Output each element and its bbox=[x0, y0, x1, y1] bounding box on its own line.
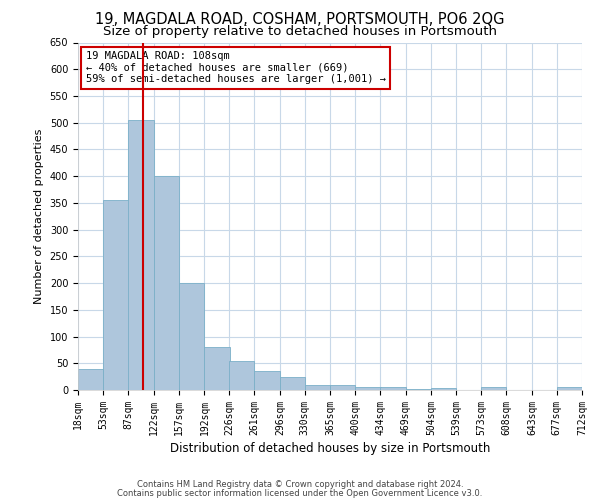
Bar bbox=[103, 200, 129, 390]
Text: Contains HM Land Registry data © Crown copyright and database right 2024.: Contains HM Land Registry data © Crown c… bbox=[137, 480, 463, 489]
Bar bbox=[154, 176, 179, 390]
Text: Size of property relative to detached houses in Portsmouth: Size of property relative to detached ho… bbox=[103, 25, 497, 38]
Text: 19, MAGDALA ROAD, COSHAM, PORTSMOUTH, PO6 2QG: 19, MAGDALA ROAD, COSHAM, PORTSMOUTH, PO… bbox=[95, 12, 505, 28]
X-axis label: Distribution of detached houses by size in Portsmouth: Distribution of detached houses by size … bbox=[170, 442, 490, 455]
Bar bbox=[380, 388, 406, 390]
Bar bbox=[128, 120, 154, 390]
Bar bbox=[78, 368, 103, 390]
Bar bbox=[305, 384, 330, 390]
Bar bbox=[481, 388, 506, 390]
Bar bbox=[254, 372, 280, 390]
Bar bbox=[229, 360, 254, 390]
Text: 19 MAGDALA ROAD: 108sqm
← 40% of detached houses are smaller (669)
59% of semi-d: 19 MAGDALA ROAD: 108sqm ← 40% of detache… bbox=[86, 51, 386, 84]
Bar bbox=[179, 283, 205, 390]
Text: Contains public sector information licensed under the Open Government Licence v3: Contains public sector information licen… bbox=[118, 488, 482, 498]
Bar bbox=[431, 388, 457, 390]
Bar bbox=[280, 376, 305, 390]
Bar bbox=[557, 388, 582, 390]
Bar bbox=[406, 389, 431, 390]
Bar bbox=[355, 388, 381, 390]
Y-axis label: Number of detached properties: Number of detached properties bbox=[34, 128, 44, 304]
Bar bbox=[330, 384, 355, 390]
Bar bbox=[205, 347, 230, 390]
